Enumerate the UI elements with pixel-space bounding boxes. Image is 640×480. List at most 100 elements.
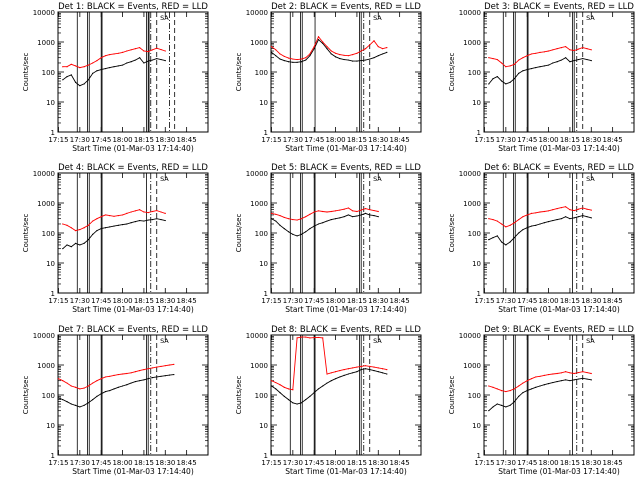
series-lld-point [509, 390, 511, 392]
series-lld-point [330, 50, 332, 52]
series-lld-point [522, 57, 524, 59]
series-events-point [590, 59, 592, 62]
plot-frame [270, 334, 422, 456]
x-tick-label: 18:15 [560, 459, 580, 467]
series-lld-point [530, 212, 533, 215]
series-events-point [168, 374, 171, 376]
series-lld-point [356, 366, 358, 368]
series-lld-point [70, 385, 72, 387]
series-lld-point [121, 373, 124, 375]
series-events-point [364, 59, 367, 61]
series-events-point [356, 215, 358, 217]
series-lld-point [352, 210, 354, 212]
series-lld-point [296, 58, 298, 61]
panel-det-7: Det 7: BLACK = Events, RED = LLD 1 10 100 10… [22, 325, 209, 476]
series-lld-point [66, 224, 68, 226]
panel-title: Det 9: BLACK = Events, RED = LLD [484, 325, 634, 335]
series-events-point [322, 385, 324, 387]
series-lld-point [496, 58, 498, 61]
x-axis-label: Start Time (01-Mar-03 17:14:40) [498, 144, 620, 153]
series-events-point [343, 58, 345, 61]
series-events-point [66, 244, 68, 246]
series-events-point [509, 241, 511, 243]
panel-title: Det 2: BLACK = Events, RED = LLD [271, 2, 421, 12]
series-events-point [96, 70, 98, 72]
series-lld-point [334, 52, 337, 54]
series-events-point [92, 399, 94, 401]
x-tick-label: 18:45 [603, 297, 623, 305]
series-events-point [577, 58, 580, 61]
series-events-point [339, 57, 341, 60]
series-events-point [352, 372, 354, 374]
series-events-point [296, 235, 298, 237]
series-events-point [66, 76, 68, 78]
x-tick-label: 17:45 [517, 459, 537, 467]
series-lld-point [130, 372, 132, 374]
series-lld-point [134, 210, 136, 212]
series-lld-point [543, 51, 545, 53]
series-lld-point [500, 390, 503, 392]
series-lld-line [488, 46, 592, 68]
series-events-point [500, 404, 503, 407]
series-events-point [305, 399, 307, 401]
panel-det-5: Det 5: BLACK = Events, RED = LLD 1 10 100 10… [235, 163, 422, 314]
series-events-line [271, 368, 387, 405]
x-tick-label: 17:45 [304, 136, 324, 144]
series-events-point [62, 399, 64, 401]
x-tick-label: 17:15 [261, 136, 281, 144]
series-lld-point [292, 389, 294, 391]
series-lld-point [100, 216, 102, 218]
series-lld-point [117, 52, 119, 54]
series-lld-point [160, 365, 162, 367]
x-tick-label: 18:30 [155, 136, 175, 144]
series-lld-point [582, 207, 584, 209]
series-events-point [275, 55, 277, 57]
y-tick-label: 10 [46, 99, 55, 107]
series-lld-point [343, 54, 345, 56]
series-lld-point [134, 371, 136, 373]
series-lld-point [326, 46, 328, 48]
series-lld-point [62, 223, 64, 225]
series-events-point [117, 386, 119, 388]
x-axis-label: Start Time (01-Mar-03 17:14:40) [498, 305, 620, 314]
series-events-point [543, 222, 545, 224]
series-lld-point [488, 385, 490, 387]
series-lld-point [547, 210, 550, 212]
y-tick-label: 10 [472, 422, 481, 430]
x-tick-label: 18:45 [177, 136, 197, 144]
x-tick-label: 17:30 [496, 297, 516, 305]
series-events-point [160, 58, 162, 61]
series-events-point [70, 403, 72, 405]
y-tick-label: 10000 [33, 9, 55, 17]
series-lld-point [109, 215, 111, 217]
series-lld-point [556, 372, 558, 375]
y-axis-label: Counts/sec [448, 376, 456, 415]
x-tick-label: 18:15 [347, 136, 367, 144]
series-events-point [313, 48, 315, 50]
series-events-point [143, 379, 145, 381]
series-events-point [109, 67, 111, 69]
series-events-point [70, 246, 72, 248]
x-axis-label: Start Time (01-Mar-03 17:14:40) [285, 144, 407, 153]
sa-marker-label: SA [586, 175, 595, 183]
x-tick-label: 18:00 [112, 136, 132, 144]
series-events-point [373, 215, 375, 217]
series-lld-point [518, 218, 520, 221]
series-lld-point [326, 373, 328, 375]
series-lld-point [356, 210, 358, 213]
series-events-point [547, 382, 550, 385]
series-lld-point [62, 380, 64, 382]
series-events-point [565, 379, 567, 381]
series-lld-point [560, 47, 562, 49]
x-tick-label: 18:30 [581, 459, 601, 467]
panel-title: Det 8: BLACK = Events, RED = LLD [271, 325, 421, 335]
x-tick-label: 18:30 [581, 297, 601, 305]
series-events-line [62, 218, 166, 250]
series-lld-point [343, 369, 345, 371]
series-lld-point [373, 366, 375, 368]
series-events-point [560, 218, 562, 220]
series-events-point [109, 390, 111, 392]
series-lld-point [530, 53, 533, 55]
series-events-line [58, 374, 174, 408]
series-lld-point [300, 58, 302, 60]
